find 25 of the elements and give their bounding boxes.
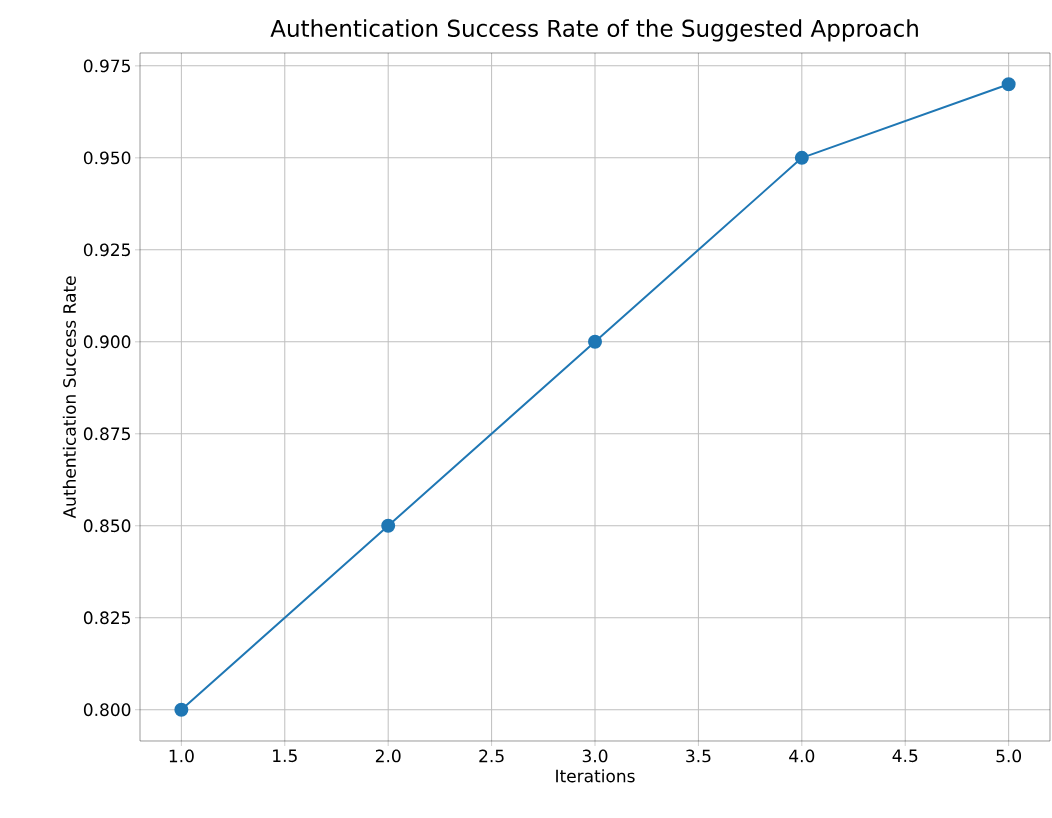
y-tick-label: 0.850	[83, 519, 131, 533]
x-tick-label: 2.5	[479, 749, 504, 763]
x-tick-label: 3.0	[582, 749, 608, 763]
y-tick-label: 0.825	[83, 611, 130, 625]
y-tick-label: 0.900	[83, 335, 131, 349]
x-tick-label: 3.5	[686, 749, 711, 763]
y-tick-label: 0.875	[83, 427, 130, 441]
y-tick-label: 0.975	[83, 59, 130, 73]
y-axis-title: Authentication Success Rate	[62, 276, 76, 519]
x-tick-label: 4.0	[789, 749, 815, 763]
chart-title: Authentication Success Rate of the Suggested Approach	[270, 19, 918, 42]
point	[174, 702, 189, 717]
x-tick-label: 1.0	[169, 749, 194, 763]
x-axis-title: Iterations	[556, 769, 635, 783]
y-tick-label: 0.925	[83, 243, 130, 257]
x-tick-label: 4.5	[892, 749, 918, 763]
y-tick-label: 0.950	[83, 151, 131, 165]
x-tick-label: 1.5	[273, 749, 297, 763]
point	[588, 334, 603, 349]
point	[381, 518, 396, 533]
y-tick-label: 0.800	[83, 703, 131, 717]
point	[794, 150, 809, 165]
x-tick-label: 5.0	[996, 749, 1022, 763]
point	[1001, 77, 1016, 92]
x-tick-label: 2.0	[375, 749, 401, 763]
